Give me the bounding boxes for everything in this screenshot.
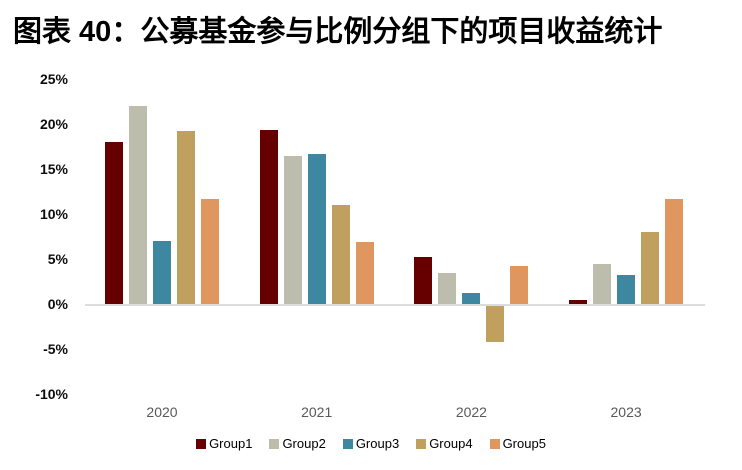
bar-group5-2023	[665, 198, 684, 304]
bar-group4-2021	[331, 205, 350, 304]
y-axis-tick-label: 0%	[47, 296, 68, 312]
legend-swatch-icon	[196, 438, 207, 449]
bar-group1-2022	[414, 257, 433, 304]
y-axis-tick-label: 10%	[39, 206, 68, 222]
bar-group5-2021	[355, 241, 374, 304]
legend-swatch-icon	[416, 438, 427, 449]
bar-group3-2023	[617, 275, 636, 304]
bar-group3-2022	[462, 293, 481, 304]
bar-group2-2020	[129, 106, 147, 304]
bar-group5-2022	[510, 266, 529, 304]
bar-group5-2020	[201, 198, 219, 304]
y-axis-tick-label: -10%	[35, 386, 68, 402]
legend-item-group2: Group2	[269, 436, 326, 451]
bar-group4-2022	[486, 306, 505, 342]
legend-item-group5: Group5	[489, 436, 546, 451]
bar-group4-2020	[177, 131, 195, 304]
legend-item-group3: Group3	[342, 436, 400, 451]
y-axis-tick-label: 5%	[47, 251, 68, 267]
y-axis-tick-label: 20%	[39, 116, 68, 132]
y-axis-tick-label: 15%	[39, 161, 68, 177]
legend-label: Group3	[355, 436, 400, 451]
legend-swatch-icon	[489, 438, 500, 449]
bar-group4-2023	[641, 232, 660, 304]
bar-group1-2021	[259, 130, 278, 304]
bar-group2-2021	[283, 155, 302, 304]
y-axis-tick-label: -5%	[43, 341, 68, 357]
y-axis-tick-label: 25%	[39, 71, 68, 87]
legend-label: Group5	[502, 436, 546, 451]
legend: Group1 Group2 Group3 Group4 Group5	[0, 436, 742, 451]
legend-label: Group2	[282, 436, 326, 451]
legend-item-group1: Group1	[196, 436, 252, 451]
legend-swatch-icon	[342, 438, 353, 449]
legend-item-group4: Group4	[416, 436, 473, 451]
bar-group2-2023	[593, 263, 612, 304]
bar-group3-2020	[153, 241, 171, 304]
bar-group1-2023	[569, 299, 588, 304]
x-axis-label-2022: 2022	[455, 404, 487, 420]
x-axis-label-2020: 2020	[146, 404, 178, 420]
x-axis-label-2023: 2023	[610, 404, 642, 420]
bar-group3-2021	[307, 153, 326, 304]
legend-label: Group4	[429, 436, 473, 451]
bar-group1-2020	[105, 142, 123, 304]
legend-swatch-icon	[269, 438, 280, 449]
x-axis-line	[85, 304, 705, 306]
x-axis-label-2021: 2021	[301, 404, 333, 420]
legend-label: Group1	[209, 436, 253, 451]
chart-title: 图表 40：公募基金参与比例分组下的项目收益统计	[13, 16, 663, 48]
bar-group2-2022	[438, 272, 457, 304]
